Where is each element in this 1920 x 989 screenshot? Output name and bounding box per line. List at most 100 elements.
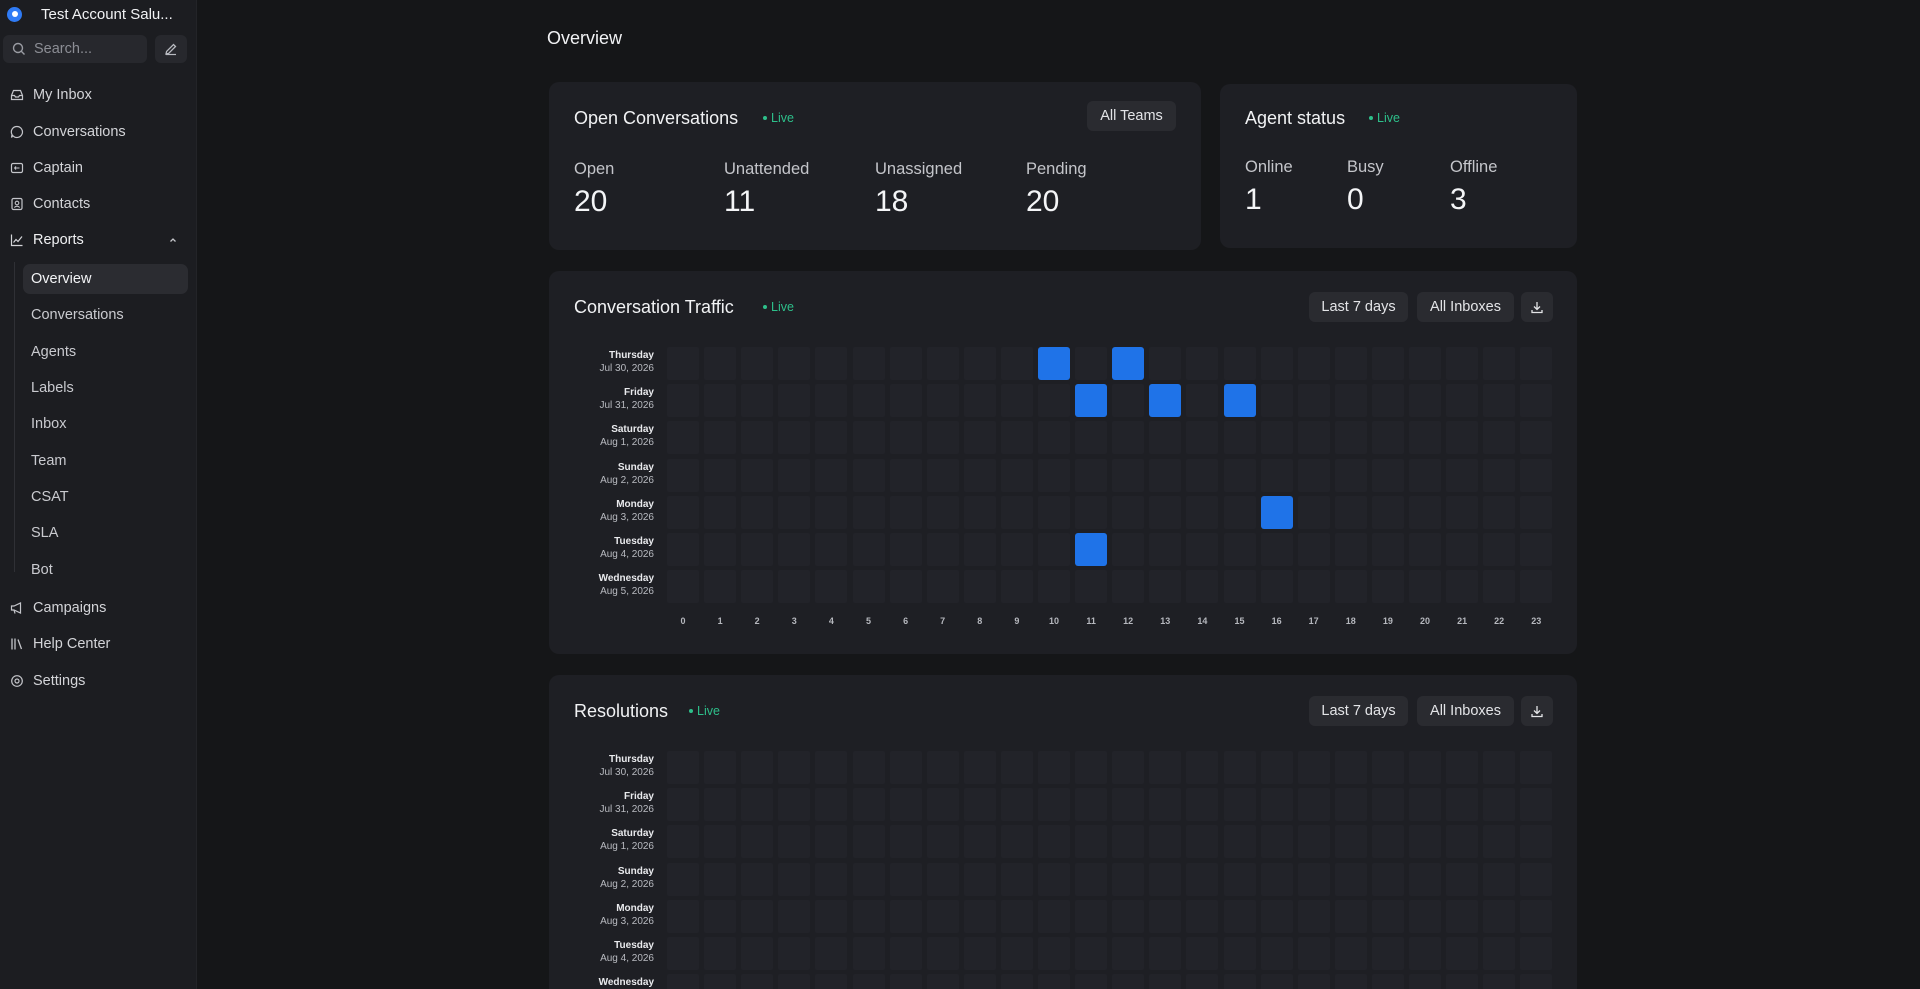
heatmap-cell[interactable]: [1000, 974, 1033, 989]
heatmap-cell[interactable]: [1483, 533, 1516, 566]
heatmap-cell[interactable]: [1186, 570, 1219, 604]
heatmap-cell-active[interactable]: [1260, 495, 1293, 529]
heatmap-cell[interactable]: [1075, 421, 1108, 455]
heatmap-cell[interactable]: [1483, 788, 1516, 822]
heatmap-cell[interactable]: [1409, 862, 1441, 896]
heatmap-cell[interactable]: [1409, 495, 1441, 529]
search-input[interactable]: [34, 41, 144, 57]
heatmap-cell[interactable]: [1371, 570, 1404, 604]
heatmap-cell-active[interactable]: [1075, 384, 1108, 418]
heatmap-cell[interactable]: [1223, 458, 1256, 492]
account-switcher[interactable]: Test Account Salu...: [7, 4, 173, 24]
heatmap-cell[interactable]: [778, 862, 811, 896]
heatmap-cell[interactable]: [1223, 570, 1256, 604]
heatmap-cell[interactable]: [667, 862, 699, 896]
heatmap-cell[interactable]: [1075, 458, 1108, 492]
heatmap-cell[interactable]: [1112, 751, 1145, 784]
nav-help-center[interactable]: Help Center: [0, 629, 190, 659]
heatmap-cell[interactable]: [963, 570, 996, 604]
heatmap-cell[interactable]: [815, 347, 848, 380]
heatmap-cell[interactable]: [1149, 825, 1182, 859]
heatmap-cell[interactable]: [1149, 347, 1182, 380]
heatmap-cell[interactable]: [1520, 495, 1553, 529]
heatmap-cell[interactable]: [1520, 825, 1553, 859]
heatmap-cell[interactable]: [1260, 751, 1293, 784]
heatmap-cell[interactable]: [1371, 533, 1404, 566]
heatmap-cell-active[interactable]: [1223, 384, 1256, 418]
heatmap-cell[interactable]: [889, 788, 922, 822]
heatmap-cell[interactable]: [778, 570, 811, 604]
heatmap-cell[interactable]: [741, 384, 774, 418]
heatmap-cell[interactable]: [1260, 788, 1293, 822]
reports-sub-csat[interactable]: CSAT: [31, 489, 69, 505]
heatmap-cell[interactable]: [1297, 458, 1330, 492]
heatmap-cell[interactable]: [889, 421, 922, 455]
heatmap-cell[interactable]: [1483, 937, 1516, 970]
heatmap-cell[interactable]: [778, 458, 811, 492]
heatmap-cell[interactable]: [1483, 570, 1516, 604]
heatmap-cell[interactable]: [1297, 384, 1330, 418]
heatmap-cell[interactable]: [1112, 862, 1145, 896]
heatmap-cell[interactable]: [1000, 751, 1033, 784]
heatmap-cell[interactable]: [1000, 570, 1033, 604]
heatmap-cell[interactable]: [778, 384, 811, 418]
heatmap-cell[interactable]: [1186, 495, 1219, 529]
heatmap-cell[interactable]: [1000, 862, 1033, 896]
heatmap-cell[interactable]: [963, 421, 996, 455]
heatmap-cell[interactable]: [1075, 495, 1108, 529]
heatmap-cell[interactable]: [963, 862, 996, 896]
heatmap-cell[interactable]: [815, 421, 848, 455]
reports-sub-sla[interactable]: SLA: [31, 525, 59, 541]
heatmap-cell[interactable]: [741, 458, 774, 492]
heatmap-cell[interactable]: [1409, 899, 1441, 933]
heatmap-cell[interactable]: [704, 862, 737, 896]
heatmap-cell[interactable]: [1112, 421, 1145, 455]
heatmap-cell[interactable]: [889, 751, 922, 784]
heatmap-cell[interactable]: [1520, 570, 1553, 604]
heatmap-cell[interactable]: [741, 974, 774, 989]
heatmap-cell[interactable]: [1409, 347, 1441, 380]
heatmap-cell[interactable]: [1075, 825, 1108, 859]
heatmap-cell[interactable]: [963, 495, 996, 529]
heatmap-cell[interactable]: [1075, 974, 1108, 989]
heatmap-cell[interactable]: [926, 495, 959, 529]
heatmap-cell[interactable]: [1334, 937, 1367, 970]
heatmap-cell[interactable]: [1409, 974, 1441, 989]
heatmap-cell[interactable]: [778, 974, 811, 989]
heatmap-cell-active[interactable]: [1149, 384, 1182, 418]
reports-sub-overview[interactable]: Overview: [23, 264, 188, 294]
heatmap-cell[interactable]: [1334, 421, 1367, 455]
heatmap-cell[interactable]: [704, 974, 737, 989]
heatmap-cell[interactable]: [1000, 495, 1033, 529]
nav-settings[interactable]: Settings: [0, 666, 190, 696]
nav-conversations[interactable]: Conversations: [0, 117, 190, 147]
heatmap-cell[interactable]: [1186, 899, 1219, 933]
heatmap-cell[interactable]: [741, 825, 774, 859]
heatmap-cell[interactable]: [889, 533, 922, 566]
heatmap-cell[interactable]: [1371, 458, 1404, 492]
heatmap-cell[interactable]: [1409, 421, 1441, 455]
heatmap-cell[interactable]: [1297, 974, 1330, 989]
heatmap-cell[interactable]: [926, 899, 959, 933]
heatmap-cell[interactable]: [1000, 347, 1033, 380]
heatmap-cell[interactable]: [1371, 495, 1404, 529]
heatmap-cell[interactable]: [1371, 899, 1404, 933]
heatmap-cell[interactable]: [1038, 384, 1070, 418]
heatmap-cell[interactable]: [1186, 788, 1219, 822]
heatmap-cell[interactable]: [889, 862, 922, 896]
heatmap-cell[interactable]: [1038, 899, 1070, 933]
heatmap-cell[interactable]: [926, 974, 959, 989]
heatmap-cell[interactable]: [1446, 825, 1479, 859]
heatmap-cell[interactable]: [1075, 937, 1108, 970]
heatmap-cell[interactable]: [778, 347, 811, 380]
heatmap-cell[interactable]: [1334, 384, 1367, 418]
download-button[interactable]: [1521, 696, 1553, 726]
heatmap-cell[interactable]: [963, 751, 996, 784]
heatmap-cell[interactable]: [1223, 937, 1256, 970]
heatmap-cell[interactable]: [852, 825, 885, 859]
heatmap-cell[interactable]: [815, 533, 848, 566]
heatmap-cell[interactable]: [667, 570, 699, 604]
heatmap-cell[interactable]: [1038, 458, 1070, 492]
heatmap-cell[interactable]: [963, 533, 996, 566]
heatmap-cell[interactable]: [704, 570, 737, 604]
